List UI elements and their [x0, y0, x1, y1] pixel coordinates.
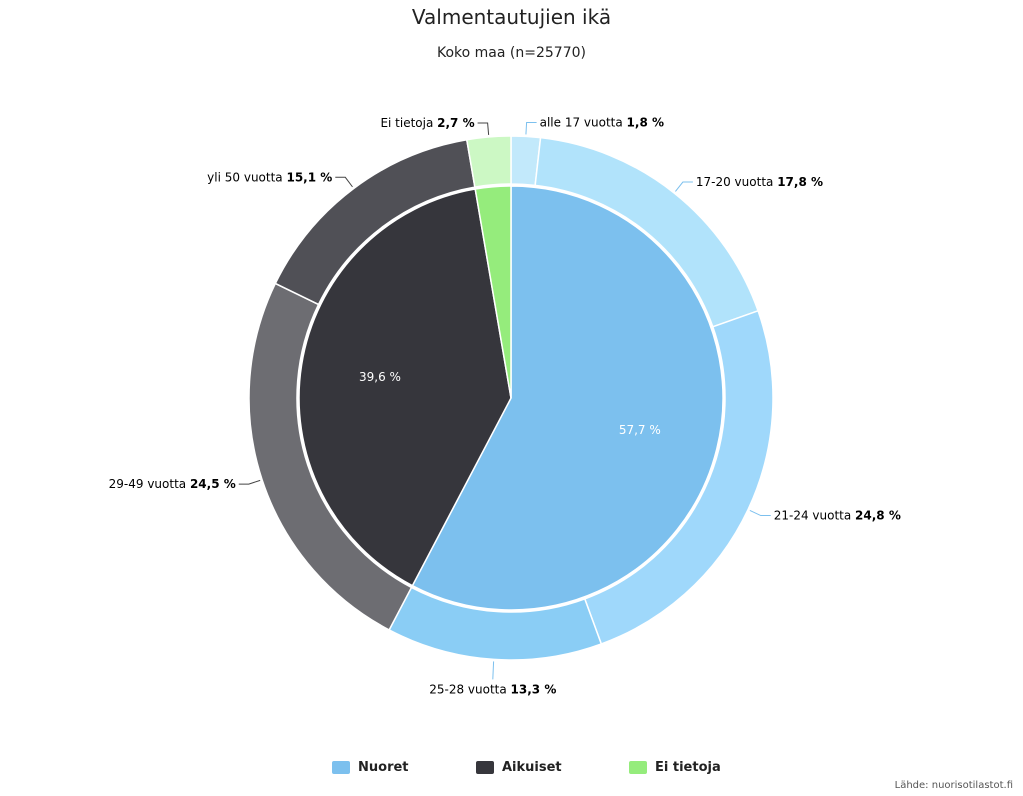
inner-slice-nuoret[interactable]: [411, 185, 724, 611]
legend-swatch: [629, 761, 647, 774]
inner-value-label: 39,6 %: [359, 370, 401, 384]
label-connector: [492, 661, 495, 680]
label-connector: [335, 176, 353, 188]
donut-chart: 57,7 % 39,6 % alle 17 vuotta 1,8 % 17-20 vu…: [109, 115, 901, 696]
legend-swatch: [332, 761, 350, 774]
label-connector: [675, 181, 693, 192]
inner-slice-aikuiset[interactable]: [298, 188, 512, 587]
inner-slice-ei-tietoja[interactable]: [474, 185, 512, 399]
outer-label-17-20-vuotta: 17-20 vuotta 17,8 %: [696, 175, 823, 189]
outer-label-25-28-vuotta: 25-28 vuotta 13,3 %: [429, 682, 556, 696]
outer-slice-ei-tietoja[interactable]: [465, 135, 512, 188]
label-connector: [749, 509, 771, 517]
legend: Nuoret Aikuiset Ei tietoja: [0, 760, 1023, 780]
inner-value-label: 57,7 %: [619, 423, 661, 437]
legend-label: Ei tietoja: [655, 760, 721, 775]
legend-item-aikuiset[interactable]: Aikuiset: [476, 760, 562, 775]
outer-label-yli-50-vuotta: yli 50 vuotta 15,1 %: [207, 170, 332, 184]
chart-title: Valmentautujien ikä: [411, 5, 612, 29]
legend-item-ei-tietoja[interactable]: Ei tietoja: [629, 760, 721, 775]
label-connector: [238, 479, 261, 485]
source-credit: Lähde: nuorisotilastot.fi: [894, 780, 1013, 791]
outer-label-alle-17-vuotta: alle 17 vuotta 1,8 %: [540, 115, 664, 129]
legend-swatch: [476, 761, 494, 774]
outer-label-29-49-vuotta: 29-49 vuotta 24,5 %: [109, 477, 236, 491]
outer-label-ei-tietoja: Ei tietoja 2,7 %: [380, 116, 474, 130]
label-connector: [525, 121, 537, 135]
outer-label-21-24-vuotta: 21-24 vuotta 24,8 %: [774, 509, 901, 523]
legend-item-nuoret[interactable]: Nuoret: [332, 760, 409, 775]
label-connector: [477, 122, 490, 135]
legend-label: Aikuiset: [502, 760, 562, 775]
legend-label: Nuoret: [358, 760, 409, 775]
chart-subtitle: Koko maa (n=25770): [437, 45, 586, 61]
